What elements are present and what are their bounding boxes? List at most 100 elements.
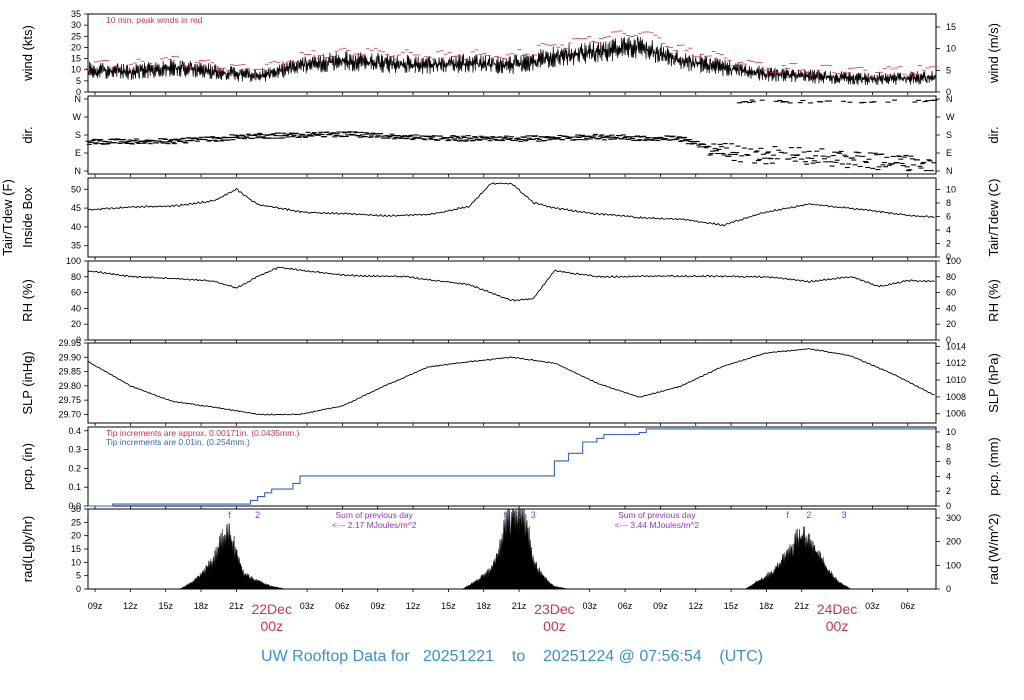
wind-ytick-right-label: 10 [946, 44, 956, 54]
rad-ylabel-right: rad (W/m^2) [986, 513, 1001, 584]
dir-ytick-right-label: E [946, 148, 952, 158]
x-tick-label: 12z [123, 601, 138, 611]
chart-footer-title: UW Rooftop Data for 20251221 to 20251224… [0, 648, 1024, 666]
dir-ytick-label: E [75, 148, 81, 158]
slp-ytick-label: 29.95 [58, 338, 81, 348]
rad-ytick-label: 20 [71, 531, 81, 541]
x-tick-label: 15z [724, 601, 739, 611]
temp-ytick-right-label: 0 [946, 252, 951, 262]
rh-line [87, 266, 935, 302]
slp-ylabel-right: SLP (hPa) [986, 353, 1001, 413]
wind-ytick-label: 35 [71, 9, 81, 19]
x-tick-label: 12z [688, 601, 703, 611]
footer-timezone: (UTC) [719, 648, 763, 665]
temp-ytick-label: 45 [71, 203, 81, 213]
pcp-ytick-label: 0.4 [68, 426, 81, 436]
pcp-ytick-right-label: 0 [946, 501, 951, 511]
pcp-ytick-right-label: 2 [946, 486, 951, 496]
wind-ytick-label: 0 [76, 87, 81, 97]
temp-panel-frame [87, 177, 937, 258]
dir-ylabel-right: dir. [986, 126, 1001, 143]
rh-ytick-label: 80 [71, 272, 81, 282]
wind-speed-line [87, 36, 937, 86]
temp-ytick-right-label: 10 [946, 184, 956, 194]
x-day-label: 23Dec [534, 601, 574, 617]
x-tick-label: 12z [406, 601, 421, 611]
wind-ytick-label: 5 [76, 76, 81, 86]
pcp-ylabel-right: pcp. (mm) [986, 437, 1001, 496]
dir-panel-frame [87, 95, 937, 175]
rad-mark-label: f [786, 510, 789, 520]
x-tick-label: 15z [158, 601, 173, 611]
pcp-ytick-label: 0.0 [68, 501, 81, 511]
slp-ytick-label: 29.70 [58, 409, 81, 419]
pcp-note-old: Tip increments are approx. 0.00171in. (0… [106, 428, 300, 438]
pcp-accum-line [88, 428, 936, 507]
footer-prefix: UW Rooftop Data for [261, 648, 410, 665]
pcp-ytick-right-label: 4 [946, 471, 951, 481]
rad-ytick-right-label: 0 [946, 584, 951, 594]
pcp-ytick-label: 0.3 [68, 445, 81, 455]
dir-ytick-label: S [75, 130, 81, 140]
x-tick-label: 09z [88, 601, 103, 611]
x-tick-label: 03z [300, 601, 315, 611]
slp-ylabel: SLP (inHg) [20, 351, 35, 414]
rh-ytick-right-label: 100 [946, 256, 961, 266]
rad-ytick-label: 5 [76, 571, 81, 581]
rad-sum-note-line2: <--- 2.17 MJoules/m^2 [332, 520, 417, 530]
dir-ylabel: dir. [20, 126, 35, 143]
x-tick-label: 15z [441, 601, 456, 611]
dir-ytick-right-label: N [946, 94, 953, 104]
temp-ylabel: Tair/Tdew (F) [0, 179, 15, 256]
rad-ytick-label: 30 [71, 504, 81, 514]
x-tick-label: 06z [335, 601, 350, 611]
slp-line [88, 348, 935, 416]
dir-ytick-right-label: N [946, 166, 953, 176]
temp-ytick-right-label: 4 [946, 225, 951, 235]
wind-panel-frame [87, 13, 937, 93]
rh-panel-frame [87, 260, 937, 341]
pcp-note: Tip increments are 0.01in. (0.254mm.) [106, 437, 250, 447]
x-tick-label: 21z [229, 601, 244, 611]
wind-ytick-label: 20 [71, 42, 81, 52]
slp-ytick-label: 29.85 [58, 367, 81, 377]
wind-ytick-right-label: 5 [946, 65, 951, 75]
rad-ytick-label: 25 [71, 517, 81, 527]
rad-mark-label: 3 [531, 510, 536, 520]
x-tick-label: 18z [194, 601, 209, 611]
rad-ytick-right-label: 200 [946, 537, 961, 547]
rh-ytick-right-label: 0 [946, 335, 951, 345]
rad-mark-label: 2 [255, 510, 260, 520]
x-tick-label: 21z [512, 601, 527, 611]
x-tick-label: 06z [900, 601, 915, 611]
temp-line [87, 182, 935, 227]
x-tick-label: 18z [759, 601, 774, 611]
rh-ytick-right-label: 80 [946, 272, 956, 282]
rh-ytick-label: 60 [71, 288, 81, 298]
footer-end-date: 20251224 @ 07:56:54 [543, 648, 702, 665]
rh-ylabel-right: RH (%) [986, 279, 1001, 322]
x-day-label: 24Dec [817, 601, 857, 617]
x-tick-label: 03z [865, 601, 880, 611]
rh-ytick-right-label: 20 [946, 319, 956, 329]
rh-ytick-right-label: 40 [946, 303, 956, 313]
rad-mark-label: 3 [842, 510, 847, 520]
slp-ytick-label: 29.75 [58, 395, 81, 405]
temp-ytick-right-label: 6 [946, 211, 951, 221]
rad-ytick-label: 15 [71, 544, 81, 554]
temp-ytick-right-label: 8 [946, 198, 951, 208]
temp-ytick-right-label: 2 [946, 238, 951, 248]
footer-start-date: 20251221 [422, 648, 495, 665]
rad-mark-label: f [504, 510, 507, 520]
dir-ytick-right-label: W [946, 112, 955, 122]
rad-mark-label: 2 [806, 510, 811, 520]
dir-ytick-label: N [75, 94, 82, 104]
x-day-zulu-label: 00z [826, 618, 849, 634]
slp-ytick-right-label: 1012 [946, 358, 966, 368]
x-day-label: 22Dec [251, 601, 291, 617]
slp-ytick-label: 29.80 [58, 381, 81, 391]
rh-ytick-label: 100 [66, 256, 81, 266]
slp-ytick-label: 29.90 [58, 352, 81, 362]
dir-ytick-label: N [75, 166, 82, 176]
